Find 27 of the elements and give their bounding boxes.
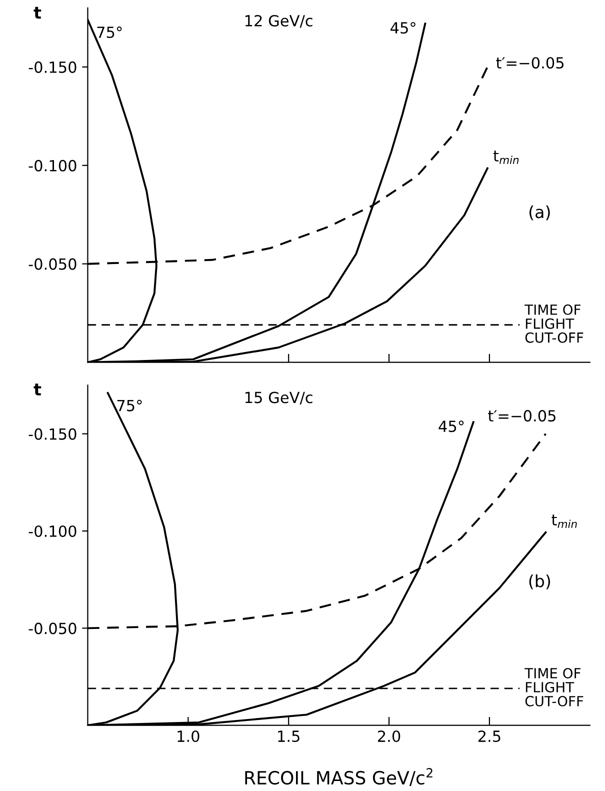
y-tick-label: -0.050: [28, 622, 76, 634]
x-tick-label: 1.0: [178, 730, 200, 742]
y-tick-label: -0.050: [28, 258, 76, 270]
series-label: 75°: [117, 400, 142, 412]
annotation: (b): [529, 574, 550, 590]
y-tick-label: -0.150: [28, 61, 76, 73]
series-label: 45°: [390, 22, 416, 34]
series-label: t$_{min}$: [552, 514, 577, 528]
annotation: (a): [529, 205, 550, 220]
x-tick-label: 2.5: [478, 730, 500, 742]
x-axis-title: RECOIL MASS GeV/c$^{2}$: [245, 768, 432, 786]
y-tick-label: -0.100: [28, 160, 76, 172]
x-tick-label: 1.5: [278, 730, 300, 742]
y-tick-label: -0.150: [28, 428, 76, 440]
ref-line-label: TIME OF FLIGHT CUT-OFF: [524, 668, 584, 706]
series-label: t$_{min}$: [493, 150, 519, 164]
y-tick-label: -0.100: [28, 525, 76, 538]
annotation: 12 GeV/c: [245, 14, 312, 28]
y-axis-title: t: [34, 384, 42, 396]
annotation: 15 GeV/c: [245, 392, 312, 404]
x-tick-label: 2.0: [378, 730, 400, 742]
series-label: 45°: [438, 420, 464, 432]
series-label: 75°: [97, 26, 122, 38]
ref-line-label: TIME OF FLIGHT CUT-OFF: [524, 304, 584, 343]
series-label: t′=−0.05: [488, 410, 556, 422]
series-label: t′=−0.05: [496, 57, 564, 69]
y-axis-title: t: [34, 6, 42, 19]
